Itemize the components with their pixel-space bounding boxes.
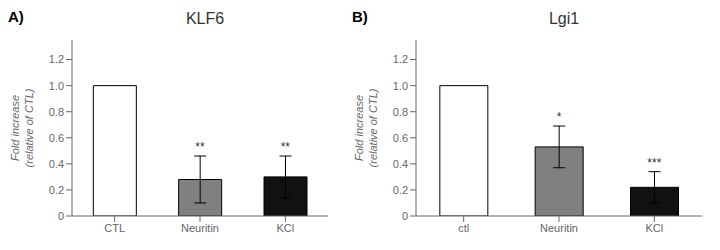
svg-text:Fold increase(relative of CTL): Fold increase(relative of CTL) — [9, 88, 34, 167]
svg-text:1.0: 1.0 — [49, 80, 64, 92]
svg-text:KCl: KCl — [276, 222, 294, 234]
svg-text:**: ** — [281, 140, 291, 154]
svg-text:*: * — [557, 110, 562, 124]
html-text:A): A) — [8, 8, 24, 25]
svg-text:1.2: 1.2 — [49, 53, 64, 65]
svg-text:1.2: 1.2 — [393, 53, 408, 65]
svg-text:0.8: 0.8 — [393, 106, 408, 118]
svg-text:CTL: CTL — [104, 222, 125, 234]
svg-text:0.4: 0.4 — [49, 158, 64, 170]
svg-text:0.8: 0.8 — [49, 106, 64, 118]
html-text:B): B) — [352, 8, 368, 25]
svg-text:KCl: KCl — [645, 222, 663, 234]
svg-text:0.6: 0.6 — [49, 132, 64, 144]
svg-text:**: ** — [195, 140, 205, 154]
svg-text:0.6: 0.6 — [393, 132, 408, 144]
svg-text:Fold increase(relative of CTL): Fold increase(relative of CTL) — [353, 88, 378, 167]
svg-text:0: 0 — [402, 210, 408, 222]
svg-text:***: *** — [647, 156, 661, 170]
html-text:KLF6: KLF6 — [185, 10, 225, 27]
svg-text:0.2: 0.2 — [49, 184, 64, 196]
svg-text:1.0: 1.0 — [393, 80, 408, 92]
svg-text:Neuritin: Neuritin — [540, 222, 578, 234]
svg-text:Neuritin: Neuritin — [181, 222, 219, 234]
svg-text:0.4: 0.4 — [393, 158, 408, 170]
svg-text:ctl: ctl — [458, 222, 469, 234]
svg-text:0.2: 0.2 — [393, 184, 408, 196]
html-text:Lgi1: Lgi1 — [548, 10, 580, 27]
svg-text:0: 0 — [58, 210, 64, 222]
